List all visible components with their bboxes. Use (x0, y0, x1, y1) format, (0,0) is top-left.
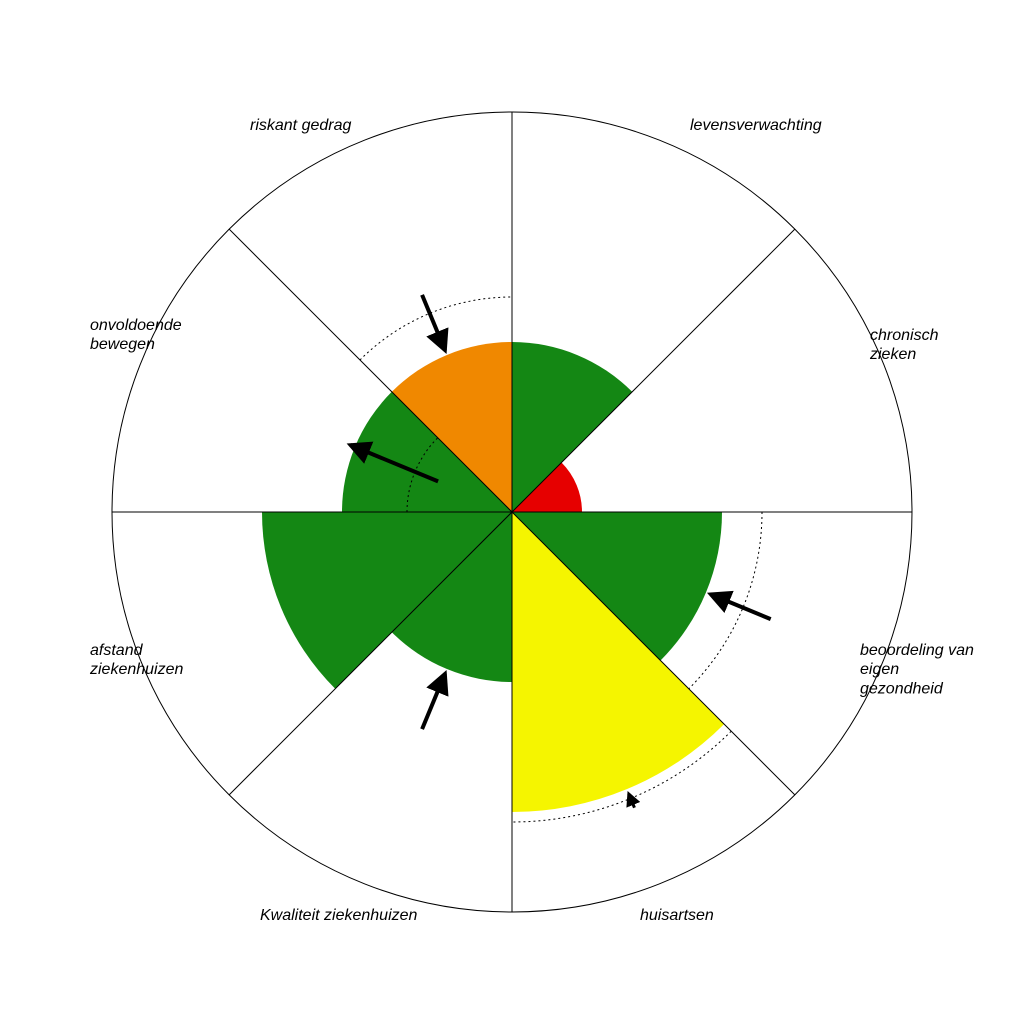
label-huisartsen: huisartsen (640, 907, 714, 924)
label-riskant_gedrag: riskant gedrag (250, 117, 351, 134)
polar-sector-chart: levensverwachtingchronischziekenbeoordel… (0, 0, 1024, 1024)
label-levensverwachting: levensverwachting (690, 117, 822, 134)
label-kwaliteit_ziekenhuizen: Kwaliteit ziekenhuizen (260, 907, 418, 924)
